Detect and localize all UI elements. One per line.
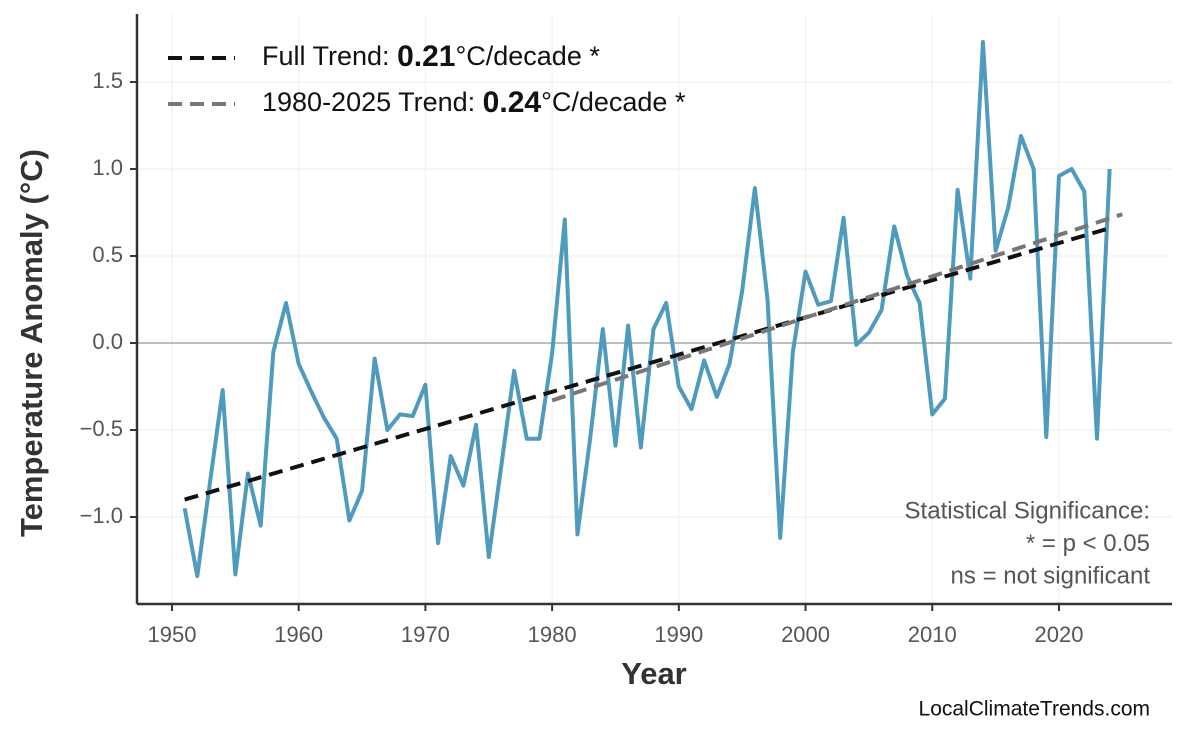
legend-text: Full Trend: (262, 41, 397, 71)
x-tick-label: 1960 (274, 622, 323, 647)
legend-label: Full Trend: 0.21°C/decade * (262, 40, 600, 73)
y-tick-label: −0.5 (80, 416, 123, 441)
legend-text: 1980-2025 Trend: (262, 87, 483, 117)
legend-text: °C/decade * (455, 41, 600, 71)
y-tick-label: 0.0 (92, 329, 123, 354)
annotation: Statistical Significance: (905, 497, 1150, 524)
legend-text: 0.24 (483, 86, 542, 119)
x-tick-label: 1980 (528, 622, 577, 647)
x-tick-label: 2000 (781, 622, 830, 647)
y-tick-label: 1.5 (92, 68, 123, 93)
data-line (182, 40, 1112, 579)
trend-line (184, 226, 1111, 502)
x-axis-title: Year (621, 656, 687, 691)
x-tick-label: 2020 (1034, 622, 1083, 647)
annotation: * = p < 0.05 (1026, 530, 1150, 557)
y-tick-label: −1.0 (80, 503, 123, 528)
legend-text: 0.21 (397, 40, 455, 73)
y-tick-label: 1.0 (92, 155, 123, 180)
legend-label: 1980-2025 Trend: 0.24°C/decade * (262, 86, 686, 119)
legend-text: °C/decade * (541, 87, 686, 117)
x-tick-label: 1970 (401, 622, 450, 647)
y-tick-label: 0.5 (92, 242, 123, 267)
x-tick-label: 2010 (908, 622, 957, 647)
trend-line (551, 212, 1123, 403)
source: LocalClimateTrends.com (919, 698, 1150, 721)
annotation: ns = not significant (951, 562, 1151, 589)
x-tick-label: 1950 (147, 622, 196, 647)
y-axis-title: Temperature Anomaly (°C) (14, 149, 49, 537)
x-tick-label: 1990 (654, 622, 703, 647)
